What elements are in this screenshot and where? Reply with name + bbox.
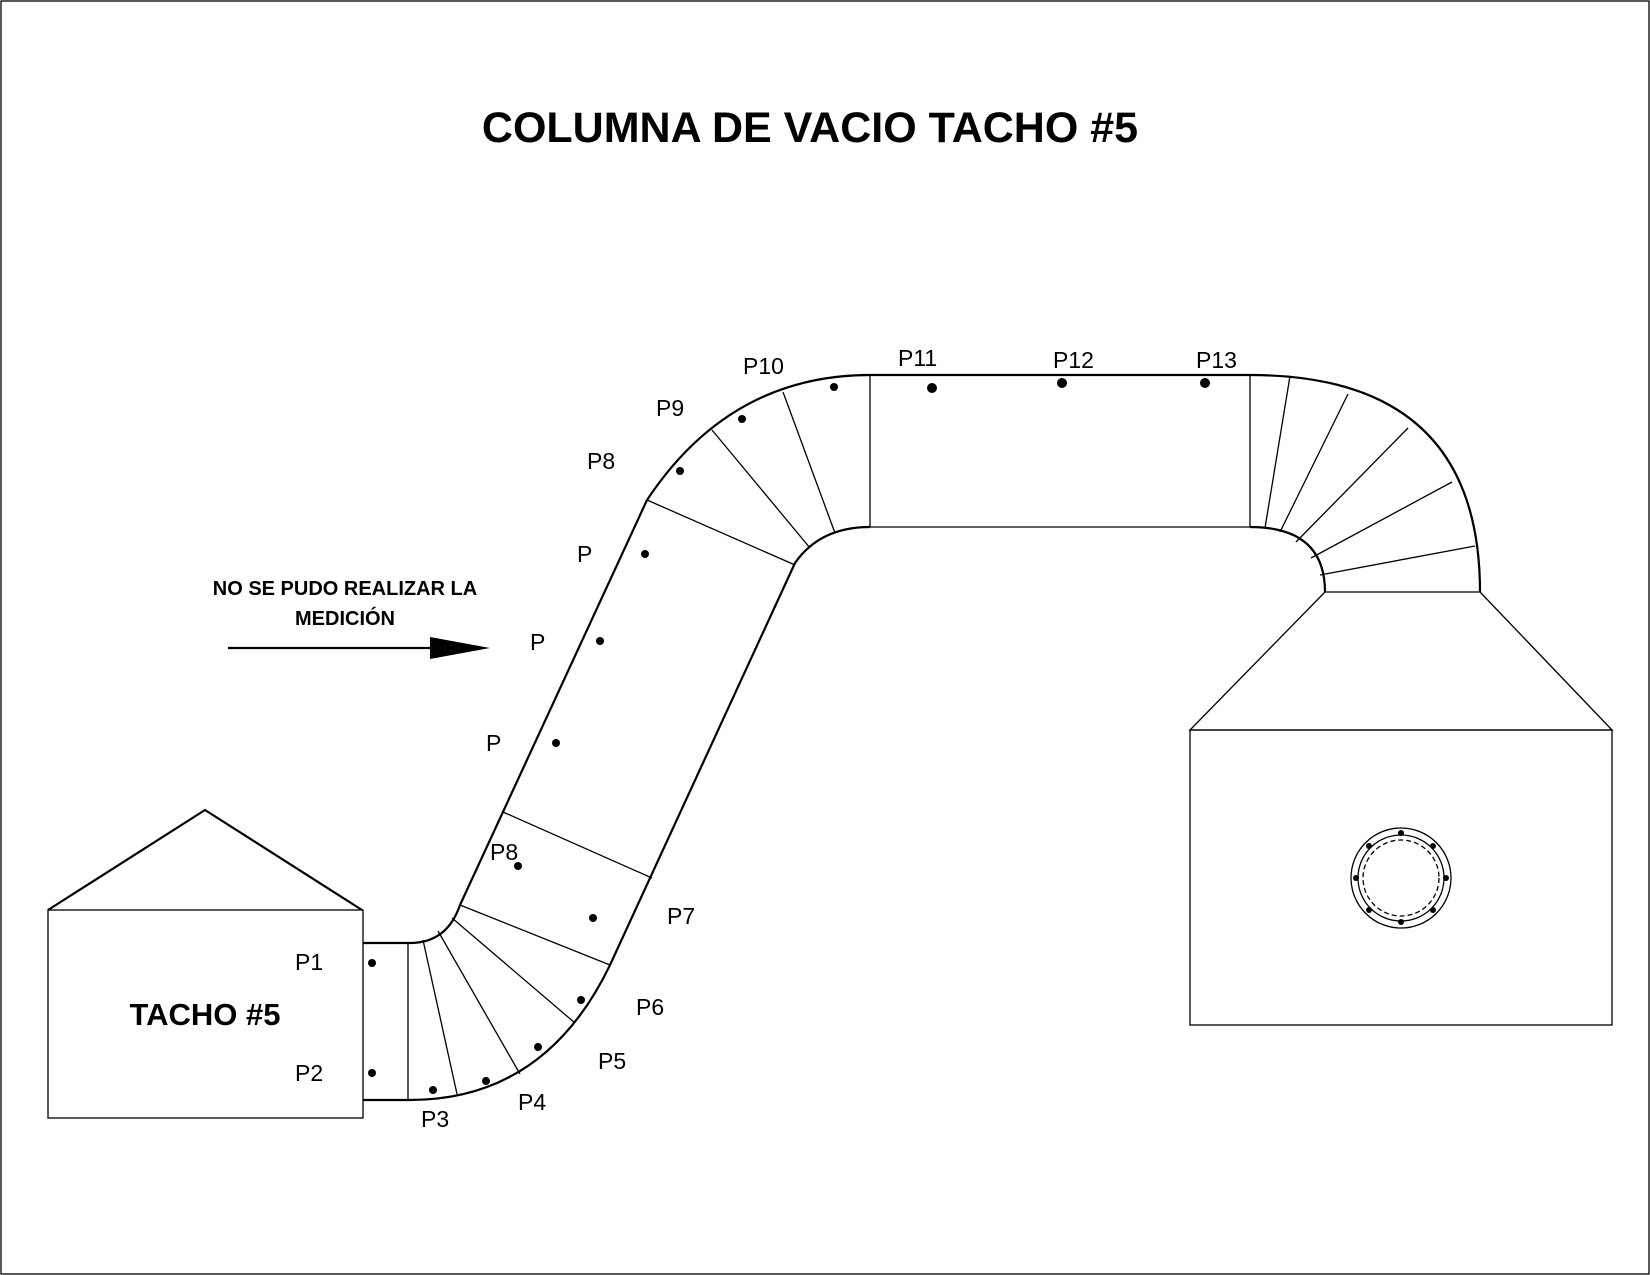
tank-left-body [47, 909, 364, 1119]
label-p7: P7 [667, 903, 695, 929]
right-elbow-inner [1249, 525, 1327, 593]
measurement-dots [368, 378, 1210, 1094]
label-p12: P12 [1053, 347, 1094, 373]
dot-p6 [577, 996, 585, 1004]
diagonal-right-wall [609, 562, 796, 966]
dot-p13 [1200, 378, 1210, 388]
dot-p3 [429, 1086, 437, 1094]
flange-outer [1350, 827, 1452, 929]
dot-p12 [1057, 378, 1067, 388]
dot-p-b [596, 637, 604, 645]
label-p-c: P [577, 541, 592, 567]
tank-left-roof [47, 808, 363, 911]
diagram-title: COLUMNA DE VACIO TACHO #5 [482, 104, 1138, 152]
label-p13: P13 [1196, 347, 1237, 373]
label-p8-upper: P8 [587, 448, 615, 474]
dot-p2 [368, 1069, 376, 1077]
label-p11: P11 [898, 345, 937, 371]
flange-bolts [1353, 830, 1449, 925]
vacuum-pipe [363, 373, 1482, 1102]
dot-p11 [927, 383, 937, 393]
lower-elbow-outer [409, 964, 611, 1102]
dot-p8-upper [676, 467, 684, 475]
upper-elbow-outer [646, 373, 871, 501]
lower-elbow-inner [409, 904, 462, 945]
label-p-a: P [486, 730, 501, 756]
dot-p1 [368, 959, 376, 967]
dot-p8-lower [514, 862, 522, 870]
label-p2: P2 [295, 1060, 323, 1086]
tank-right-body [1189, 729, 1613, 1026]
note-line-2: MEDICIÓN [295, 606, 395, 630]
flange-inner [1362, 839, 1440, 917]
point-labels: P1 P2 P3 P4 P5 P6 P7 P8 P P P P8 P9 P10 … [295, 345, 1237, 1132]
upper-elbow-inner [794, 525, 871, 564]
dot-p-a [552, 739, 560, 747]
note-line-1: NO SE PUDO REALIZAR LA [213, 578, 477, 600]
right-elbow-outer [1249, 373, 1482, 593]
label-p5: P5 [598, 1048, 626, 1074]
dot-p-c [641, 550, 649, 558]
label-p9: P9 [656, 395, 684, 421]
dot-p9 [738, 415, 746, 423]
dot-p10 [830, 383, 838, 391]
label-p-b: P [530, 629, 545, 655]
dot-p5 [534, 1043, 542, 1051]
tank-right-hood [1188, 591, 1614, 731]
tank-left: TACHO #5 [47, 808, 364, 1119]
label-p4: P4 [518, 1089, 546, 1115]
label-p3: P3 [421, 1106, 449, 1132]
label-p10: P10 [743, 353, 784, 379]
diagonal-left-wall [459, 499, 648, 906]
tank-right [1188, 591, 1614, 1026]
label-p1: P1 [295, 949, 323, 975]
dot-p4 [482, 1077, 490, 1085]
label-p6: P6 [636, 994, 664, 1020]
measurement-note: NO SE PUDO REALIZAR LA MEDICIÓN [213, 578, 490, 659]
tank-left-label: TACHO #5 [129, 997, 280, 1032]
arrow-head-icon [430, 637, 490, 659]
dot-p7 [589, 914, 597, 922]
label-p8-lower: P8 [490, 839, 518, 865]
